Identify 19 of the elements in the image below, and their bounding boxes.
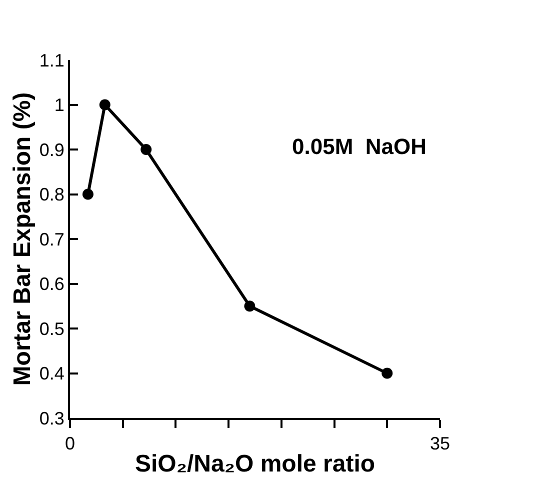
point (382, 368, 393, 379)
y-tick-label: 0.7 (39, 229, 64, 250)
y-tick-label: 0.9 (39, 140, 64, 160)
y-tick-label: 0.8 (39, 184, 64, 205)
annotation: 0.05M NaOH (292, 134, 426, 159)
point (140, 144, 152, 155)
x-axis-title: SiO₂/Na₂O mole ratio (134, 450, 376, 478)
y-tick-label: 0.3 (39, 408, 64, 428)
y-tick-label: 1 (54, 95, 64, 116)
y-tick-label: 0.6 (39, 274, 64, 294)
point (244, 300, 256, 312)
x-tick-label: 35 (430, 434, 450, 454)
point (99, 99, 110, 110)
y-tick-label: 1.1 (39, 50, 64, 70)
y-tick-label: 0.5 (39, 318, 64, 339)
point (82, 188, 94, 200)
x-tick-label: 0 (64, 434, 76, 454)
y-axis-title: Mortar Bar Expansion (%) (8, 92, 36, 386)
y-tick-label: 0.4 (39, 364, 64, 384)
